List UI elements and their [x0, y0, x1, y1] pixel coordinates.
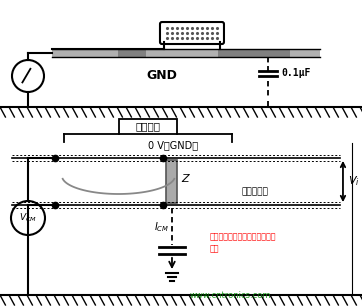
Text: Z: Z — [181, 175, 189, 184]
Text: www.cntronics.com: www.cntronics.com — [189, 291, 271, 300]
Text: 0.1μF: 0.1μF — [281, 68, 310, 78]
Bar — [218, 49, 290, 57]
Text: $\mathit{V}_{CM}$: $\mathit{V}_{CM}$ — [19, 212, 37, 224]
Text: 被干扰的线: 被干扰的线 — [241, 187, 268, 196]
Text: 印制线与参考接地板之间的寄生: 印制线与参考接地板之间的寄生 — [210, 232, 277, 241]
FancyBboxPatch shape — [160, 22, 224, 44]
Text: 等效电路: 等效电路 — [135, 121, 160, 132]
Text: $\mathit{V}_i$: $\mathit{V}_i$ — [348, 175, 360, 188]
Text: GND: GND — [147, 69, 177, 82]
Text: 电容: 电容 — [210, 244, 219, 253]
Bar — [52, 49, 320, 57]
Text: 0 V（GND）: 0 V（GND） — [148, 140, 198, 150]
Bar — [167, 160, 177, 203]
Text: $\mathit{I}_{CM}$: $\mathit{I}_{CM}$ — [154, 220, 169, 234]
Bar — [118, 49, 146, 57]
FancyBboxPatch shape — [119, 119, 177, 134]
